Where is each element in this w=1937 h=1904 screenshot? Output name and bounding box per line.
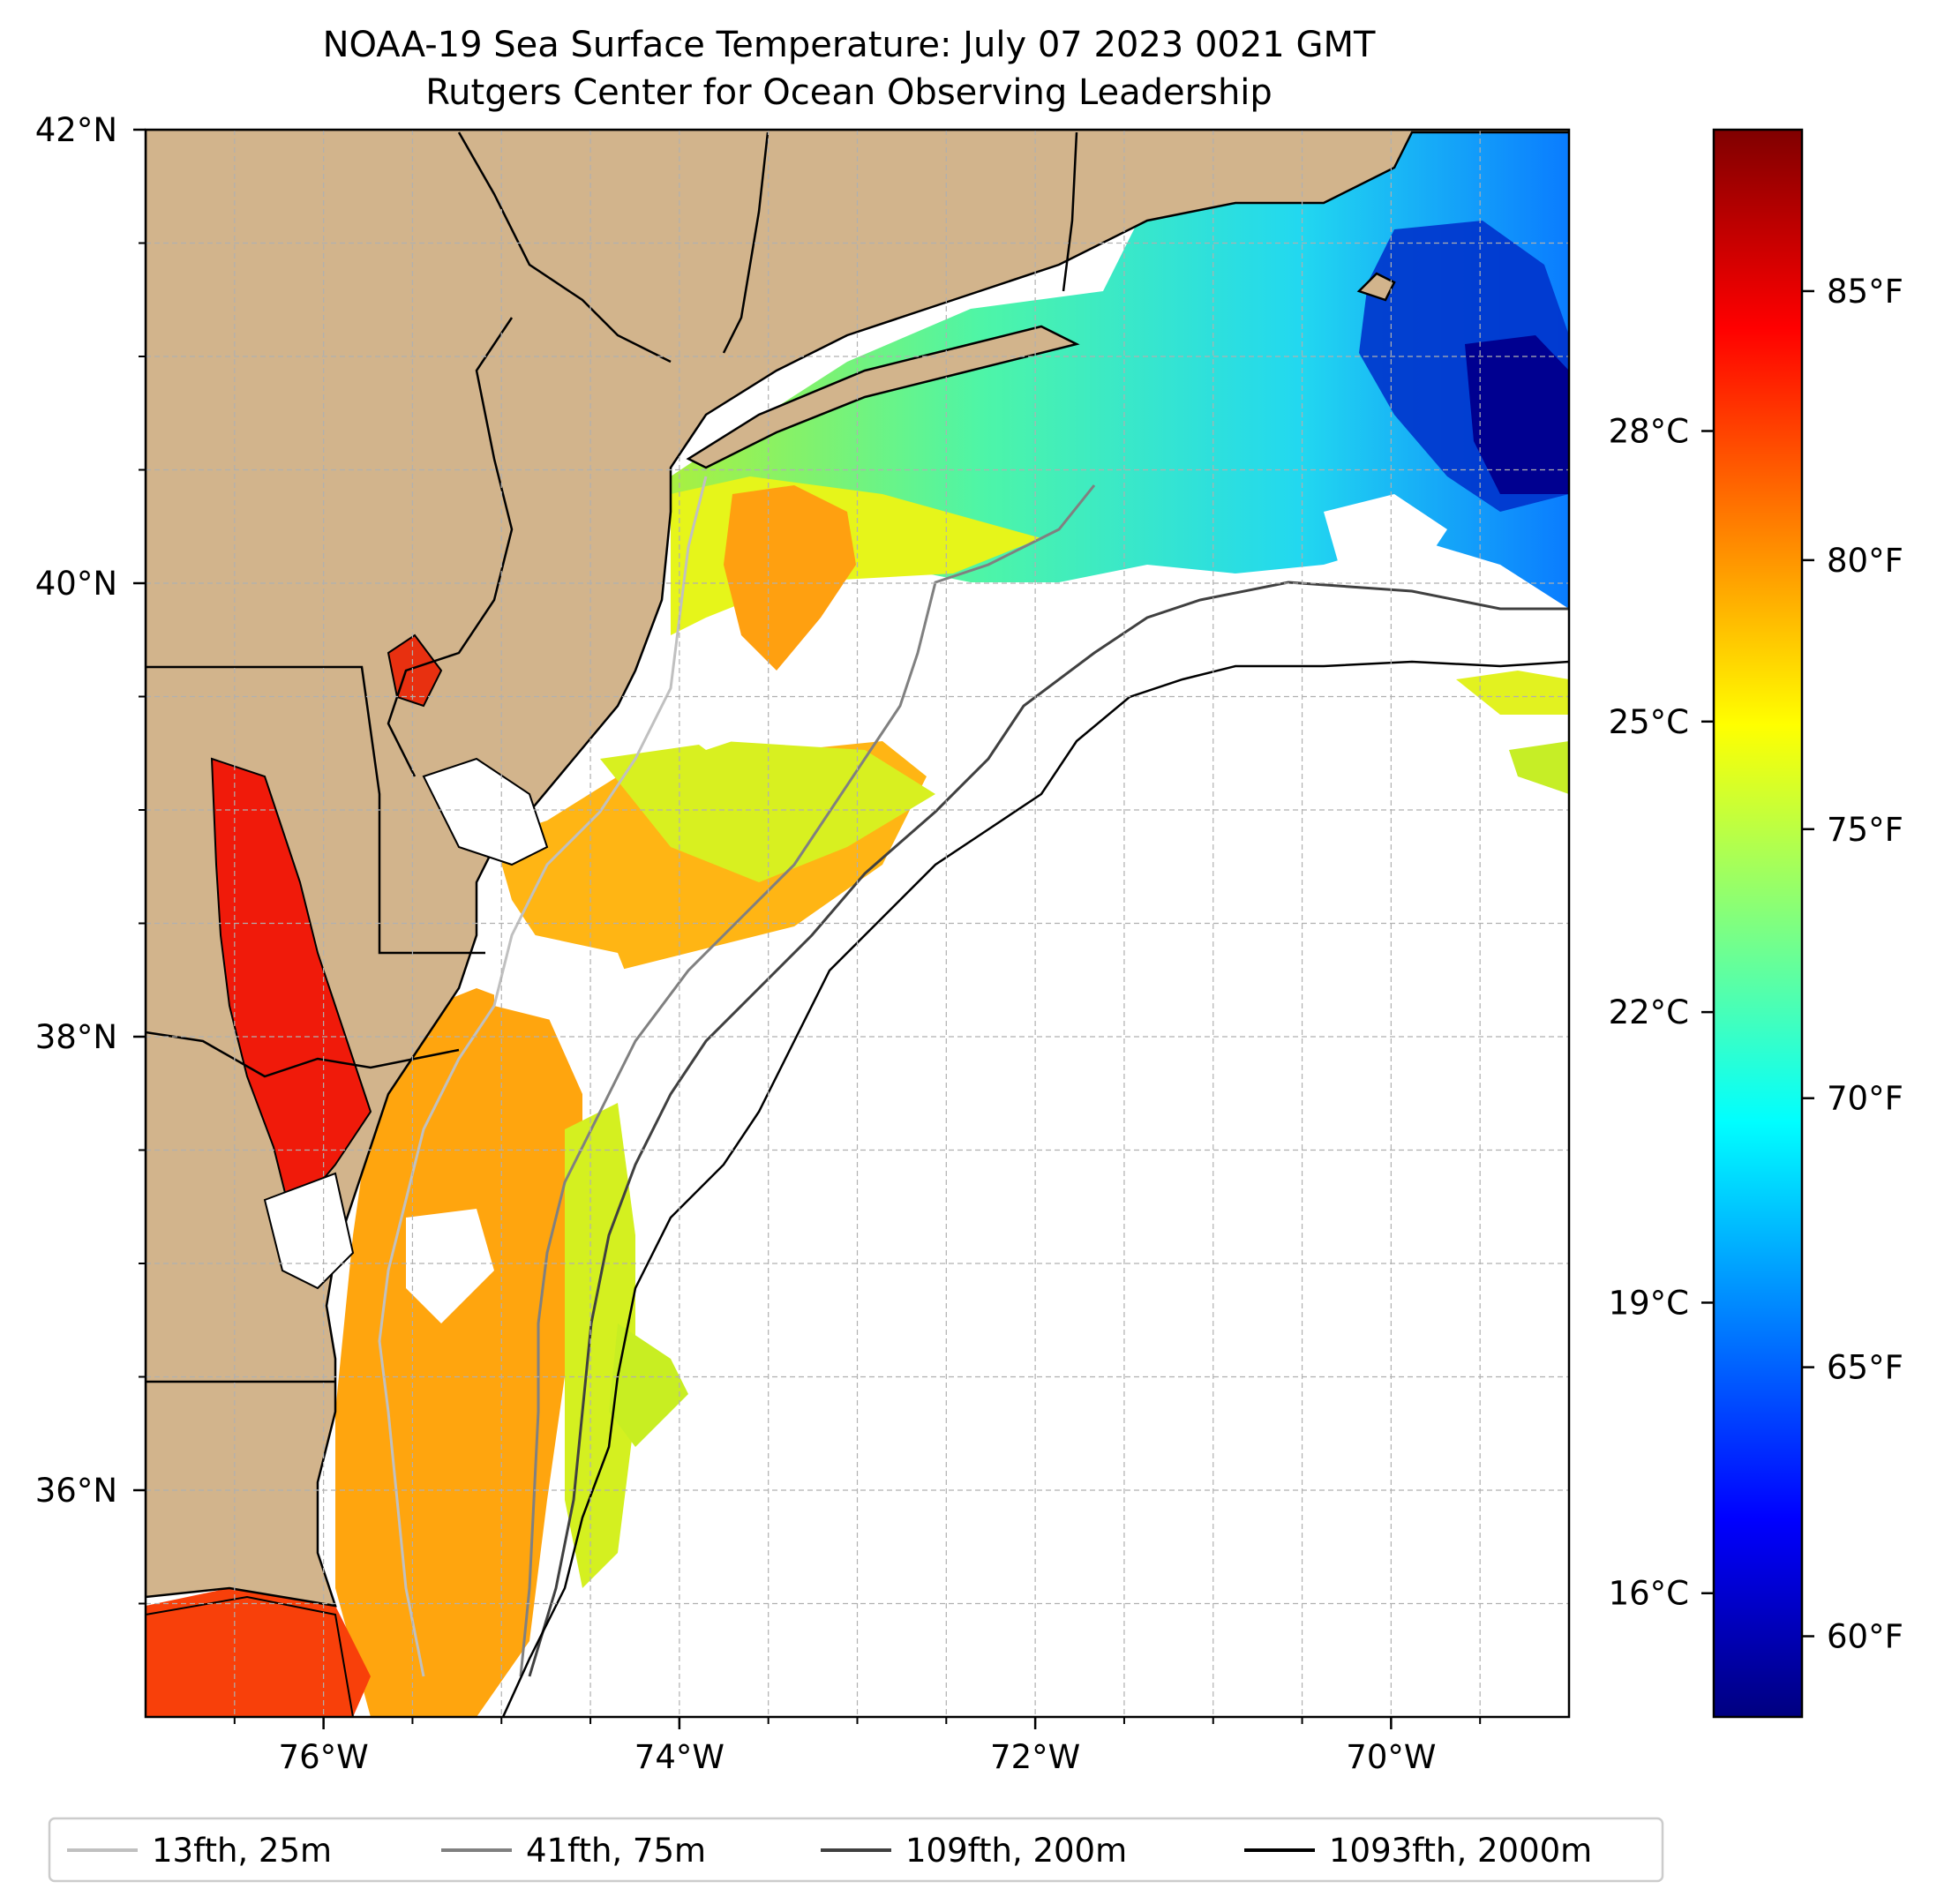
lat-axis: 42°N 40°N 38°N 36°N — [35, 111, 146, 1605]
lat-tick-label: 36°N — [35, 1472, 117, 1510]
colorbar-f-tick-label: 70°F — [1827, 1080, 1903, 1118]
lon-tick-label: 70°W — [1346, 1738, 1436, 1776]
gridlines — [146, 130, 1569, 1717]
sst-gulf-stream-east-2 — [1509, 741, 1569, 794]
legend-label-2000m: 1093fth, 2000m — [1329, 1832, 1592, 1870]
land-long-island — [686, 325, 1080, 469]
colorbar-c-tick-label: 28°C — [1609, 413, 1689, 451]
land-cape-cod — [1356, 272, 1396, 302]
map-title-line2: Rutgers Center for Ocean Observing Leade… — [425, 72, 1273, 113]
colorbar-c-tick-label: 22°C — [1609, 993, 1689, 1031]
border-md-pa — [146, 665, 485, 955]
cloud-gap-nj-nearshore — [671, 635, 777, 750]
sst-northern-shelf — [671, 130, 1569, 609]
legend-item-2000m: 1093fth, 2000m — [1244, 1832, 1592, 1870]
sst-nj-orange-patch — [724, 485, 856, 671]
lon-axis: 76°W 74°W 72°W 70°W — [233, 1717, 1482, 1776]
lon-tick-label: 74°W — [634, 1738, 724, 1776]
state-borders — [146, 131, 1078, 1383]
border-pa-ny — [457, 131, 672, 364]
colorbar-f-tick-label: 75°F — [1827, 811, 1903, 849]
isobaths — [378, 476, 1569, 1717]
bays — [146, 633, 549, 1717]
legend-label-200m: 109fth, 200m — [905, 1832, 1127, 1870]
albemarle-pamlico — [146, 1595, 355, 1717]
colorbar-gradient — [1712, 128, 1804, 1719]
legend-label-25m: 13fth, 25m — [152, 1832, 332, 1870]
map-title-line1: NOAA-19 Sea Surface Temperature: July 07… — [323, 25, 1376, 65]
sst-gulf-stream-east — [1456, 671, 1569, 715]
land — [146, 130, 1569, 1608]
sst-offshore-green-tongue — [609, 1323, 688, 1447]
isobath-25m — [378, 476, 708, 1677]
isobath-200m — [528, 581, 1569, 1677]
lat-tick-label: 40°N — [35, 565, 117, 603]
border-ny-nj — [722, 131, 770, 354]
legend-label-75m: 41fth, 75m — [526, 1832, 706, 1870]
cloud-gap-southern-ma — [1324, 494, 1447, 582]
colorbar-c-tick-label: 25°C — [1609, 703, 1689, 741]
isobath-75m — [519, 484, 1096, 1677]
colorbar-c-tick-label: 19°C — [1609, 1284, 1689, 1322]
sst-coldest-patch — [1465, 335, 1569, 494]
border-md-va — [146, 1031, 460, 1078]
chesapeake-mouth-gap — [263, 1172, 355, 1290]
colorbar-c-ticks: 16°C 19°C 22°C 25°C 28°C — [1609, 413, 1714, 1613]
colorbar-f-tick-label: 80°F — [1827, 542, 1903, 580]
legend-item-75m: 41fth, 75m — [441, 1832, 706, 1870]
cloud-gaps — [406, 494, 1447, 1323]
border-ct-ri — [1062, 131, 1078, 292]
colorbar-f-tick-label: 65°F — [1827, 1349, 1903, 1387]
sst-virginia-shelf — [335, 988, 582, 1717]
colorbar-f-ticks: 60°F 65°F 70°F 75°F 80°F 85°F — [1802, 273, 1903, 1656]
lon-tick-label: 72°W — [990, 1738, 1080, 1776]
colorbar-f-tick-label: 85°F — [1827, 273, 1903, 311]
legend-item-25m: 13fth, 25m — [67, 1832, 332, 1870]
border-pa-nj — [387, 317, 514, 777]
colorbar: 60°F 65°F 70°F 75°F 80°F 85°F 16°C 19°C 22°C 25°… — [1609, 128, 1903, 1719]
land-mainland — [146, 130, 1569, 1608]
isobath-legend: 13fth, 25m 41fth, 75m 109fth, 200m 1093f… — [48, 1817, 1664, 1883]
cloud-gap-delmarva — [494, 926, 635, 1023]
delaware-river — [387, 633, 443, 708]
isobath-2000m — [501, 660, 1569, 1717]
legend-item-200m: 109fth, 200m — [821, 1832, 1127, 1870]
lon-tick-label: 76°W — [279, 1738, 369, 1776]
chesapeake-bay — [210, 757, 372, 1220]
sst-offshore-yellow-band — [565, 1103, 635, 1588]
colorbar-c-tick-label: 16°C — [1609, 1575, 1689, 1613]
colorbar-f-tick-label: 60°F — [1827, 1618, 1903, 1656]
lat-tick-label: 38°N — [35, 1018, 117, 1056]
delaware-bay — [422, 757, 549, 866]
lat-tick-label: 42°N — [35, 111, 117, 149]
map-area — [146, 130, 1569, 1717]
cloud-gap-va-offshore — [406, 1209, 494, 1323]
